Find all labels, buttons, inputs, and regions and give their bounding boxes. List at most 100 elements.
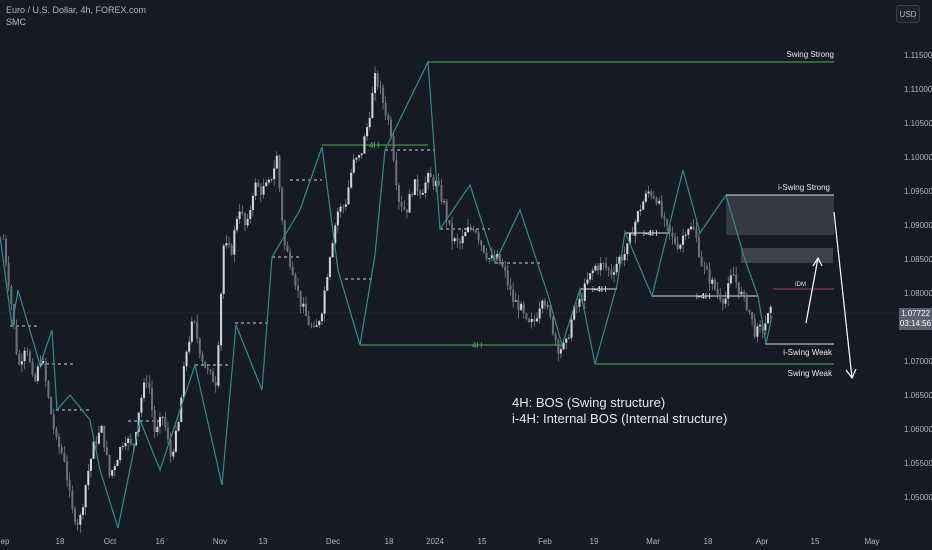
candle-body bbox=[113, 466, 116, 471]
candle-body bbox=[461, 236, 464, 244]
last-price-tag: 1.07722 03:14:56 bbox=[899, 308, 932, 330]
candle-body bbox=[634, 221, 637, 236]
candle-body bbox=[60, 447, 63, 453]
candle-body bbox=[671, 232, 674, 237]
candle-body bbox=[34, 374, 37, 382]
x-tick-label: 18 bbox=[704, 537, 713, 546]
candle-body bbox=[732, 274, 735, 276]
candle-body bbox=[408, 194, 411, 213]
candle-body bbox=[177, 421, 180, 431]
candle-body bbox=[312, 325, 316, 327]
candle-body bbox=[47, 381, 50, 398]
candle-body bbox=[52, 414, 55, 429]
candle-body bbox=[480, 240, 483, 246]
y-tick-label: 1.11000 bbox=[904, 85, 932, 94]
candle-body bbox=[294, 275, 297, 286]
candle-body bbox=[504, 266, 507, 271]
idm-label: IDM bbox=[795, 282, 806, 288]
candle-body bbox=[612, 272, 616, 275]
candle-body bbox=[71, 490, 74, 509]
candle-body bbox=[100, 425, 103, 433]
candle-body bbox=[42, 361, 45, 363]
candle-body bbox=[618, 256, 621, 264]
candle-body bbox=[20, 361, 23, 365]
candle-body bbox=[697, 237, 701, 257]
candle-body bbox=[541, 300, 544, 309]
candle-body bbox=[185, 351, 188, 367]
candle-body bbox=[206, 367, 209, 370]
candle-body bbox=[599, 263, 602, 271]
candle-body bbox=[682, 235, 685, 245]
candle-body bbox=[66, 461, 69, 481]
candle-body bbox=[129, 438, 132, 444]
candle-body bbox=[729, 275, 732, 284]
currency-button[interactable]: USD bbox=[896, 5, 920, 23]
structure-zigzag bbox=[0, 59, 773, 529]
candle-body bbox=[753, 319, 756, 337]
candle-body bbox=[493, 254, 496, 259]
x-tick-label: Feb bbox=[538, 537, 552, 546]
candle-body bbox=[31, 362, 34, 375]
candle-body bbox=[458, 241, 462, 244]
candle-body bbox=[97, 432, 100, 444]
x-tick-label: Dec bbox=[326, 537, 340, 546]
candle-body bbox=[299, 290, 302, 307]
candle-body bbox=[623, 254, 626, 261]
candle-body bbox=[384, 102, 387, 116]
candle-body bbox=[631, 233, 634, 236]
y-tick-label: 1.07000 bbox=[904, 357, 932, 366]
candle-body bbox=[605, 263, 608, 268]
candle-body bbox=[44, 361, 47, 382]
candle-body bbox=[615, 263, 618, 273]
candle-body bbox=[265, 182, 268, 187]
candle-body bbox=[469, 227, 472, 229]
candle-body bbox=[140, 397, 143, 413]
candle-body bbox=[506, 270, 509, 286]
candle-body bbox=[241, 211, 244, 214]
candle-body bbox=[105, 447, 108, 455]
candle-body bbox=[363, 136, 366, 154]
candle-body bbox=[400, 201, 403, 207]
candle-body bbox=[695, 229, 698, 238]
candle-body bbox=[711, 279, 714, 284]
candle-body bbox=[448, 220, 451, 224]
candle-body bbox=[15, 324, 18, 354]
last-price-value: 1.07722 bbox=[901, 309, 930, 318]
candle-body bbox=[437, 180, 440, 185]
candle-body bbox=[161, 416, 164, 418]
candle-body bbox=[453, 238, 456, 242]
internal-dashed-lines bbox=[10, 149, 540, 422]
candle-body bbox=[259, 186, 262, 195]
candle-body bbox=[591, 270, 594, 274]
candle-body bbox=[336, 211, 339, 226]
candle-body bbox=[331, 243, 334, 258]
candle-body bbox=[512, 289, 515, 302]
candle-body bbox=[28, 351, 31, 363]
candle-body bbox=[676, 243, 679, 249]
candle-body bbox=[275, 155, 278, 169]
candle-body bbox=[514, 300, 517, 302]
price-axis[interactable]: 1.11500 1.11000 1.10500 1.10000 1.09500 1.090… bbox=[904, 51, 932, 502]
y-tick-label: 1.08000 bbox=[904, 289, 932, 298]
candle-body bbox=[381, 87, 385, 103]
candle-body bbox=[318, 320, 321, 326]
candle-body bbox=[440, 184, 443, 202]
candle-body bbox=[668, 224, 671, 233]
time-axis[interactable]: ep 18 Oct 16 Nov 13 Dec 18 2024 15 Feb 19 Mar 18 Apr 15… bbox=[1, 537, 880, 546]
candle-body bbox=[737, 282, 740, 295]
candle-body bbox=[743, 291, 746, 295]
candle-body bbox=[660, 200, 663, 217]
indicator-name[interactable]: SMC bbox=[6, 17, 26, 27]
candle-body bbox=[225, 243, 228, 246]
candle-body bbox=[392, 136, 395, 161]
candle-body bbox=[227, 243, 231, 245]
candles bbox=[2, 66, 772, 533]
candle-body bbox=[647, 191, 650, 194]
candle-body bbox=[326, 276, 329, 291]
candle-body bbox=[81, 507, 85, 515]
candle-body bbox=[379, 86, 382, 88]
candle-body bbox=[586, 279, 589, 284]
candle-body bbox=[166, 427, 169, 440]
candle-body bbox=[610, 269, 613, 275]
